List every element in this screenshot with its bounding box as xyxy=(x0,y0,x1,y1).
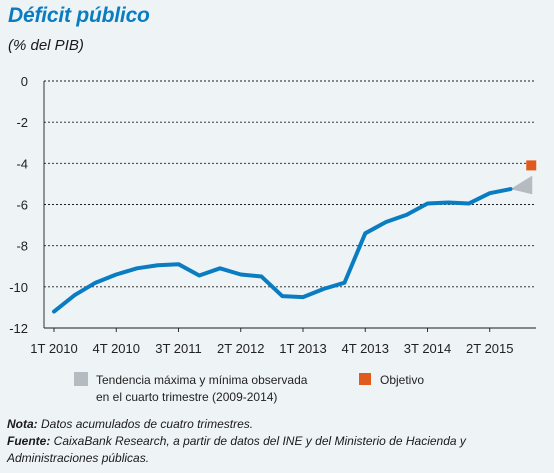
note-label: Nota: xyxy=(7,417,38,431)
data-point xyxy=(52,310,56,314)
x-tick-label: 1T 2013 xyxy=(279,341,326,356)
x-tick-label: 4T 2010 xyxy=(93,341,140,356)
note-line: Nota: Datos acumulados de cuatro trimest… xyxy=(7,416,547,433)
legend-label-range-line2: en el cuarto trimestre (2009-2014) xyxy=(96,390,277,404)
note-text: Datos acumulados de cuatro trimestres. xyxy=(37,417,254,431)
source-line: Fuente: CaixaBank Research, a partir de … xyxy=(7,433,547,467)
range-marker xyxy=(510,175,533,195)
source-text: CaixaBank Research, a partir de datos de… xyxy=(7,434,466,465)
data-point xyxy=(280,294,284,298)
y-tick-label: -2 xyxy=(16,115,28,130)
data-point xyxy=(509,187,512,191)
data-point xyxy=(384,220,388,224)
data-point xyxy=(260,275,263,279)
data-point xyxy=(156,263,160,267)
chart-subtitle: (% del PIB) xyxy=(8,37,84,54)
chart-notes: Nota: Datos acumulados de cuatro trimest… xyxy=(7,416,547,467)
y-tick-label: -12 xyxy=(9,321,28,336)
data-point xyxy=(135,266,139,270)
legend-label-target: Objetivo xyxy=(380,373,424,387)
x-tick-label: 2T 2012 xyxy=(217,341,264,356)
x-tick-label: 3T 2014 xyxy=(404,341,451,356)
data-point xyxy=(114,272,118,276)
x-tick-label: 1T 2010 xyxy=(30,341,77,356)
x-tick-label: 3T 2011 xyxy=(155,341,202,356)
data-point xyxy=(363,231,367,235)
data-point xyxy=(446,200,450,204)
data-point xyxy=(426,201,429,205)
x-tick-label: 2T 2015 xyxy=(466,341,513,356)
x-tick-label: 4T 2013 xyxy=(342,341,389,356)
data-point xyxy=(177,262,180,266)
data-point xyxy=(488,191,492,195)
legend-label-range-line1: Tendencia máxima y mínima observada xyxy=(96,373,308,387)
data-point xyxy=(322,287,326,291)
data-point xyxy=(218,266,222,270)
deficit-series-line xyxy=(52,187,513,314)
data-point xyxy=(467,201,471,205)
data-point xyxy=(197,274,201,278)
data-point xyxy=(94,281,97,285)
chart-title: Déficit público xyxy=(8,4,150,27)
y-tick-label: -4 xyxy=(16,156,28,171)
data-point xyxy=(405,213,409,217)
target-marker xyxy=(526,160,537,171)
source-label: Fuente: xyxy=(7,434,51,448)
y-tick-label: -10 xyxy=(9,280,28,295)
data-point xyxy=(73,293,77,297)
data-point xyxy=(301,295,305,299)
y-tick-label: 0 xyxy=(21,74,28,89)
legend-swatch-range xyxy=(74,372,88,386)
y-tick-label: -6 xyxy=(16,198,28,213)
y-tick-label: -8 xyxy=(16,239,28,254)
data-point xyxy=(239,272,243,276)
legend-swatch-target xyxy=(359,373,371,385)
data-point xyxy=(343,281,346,285)
